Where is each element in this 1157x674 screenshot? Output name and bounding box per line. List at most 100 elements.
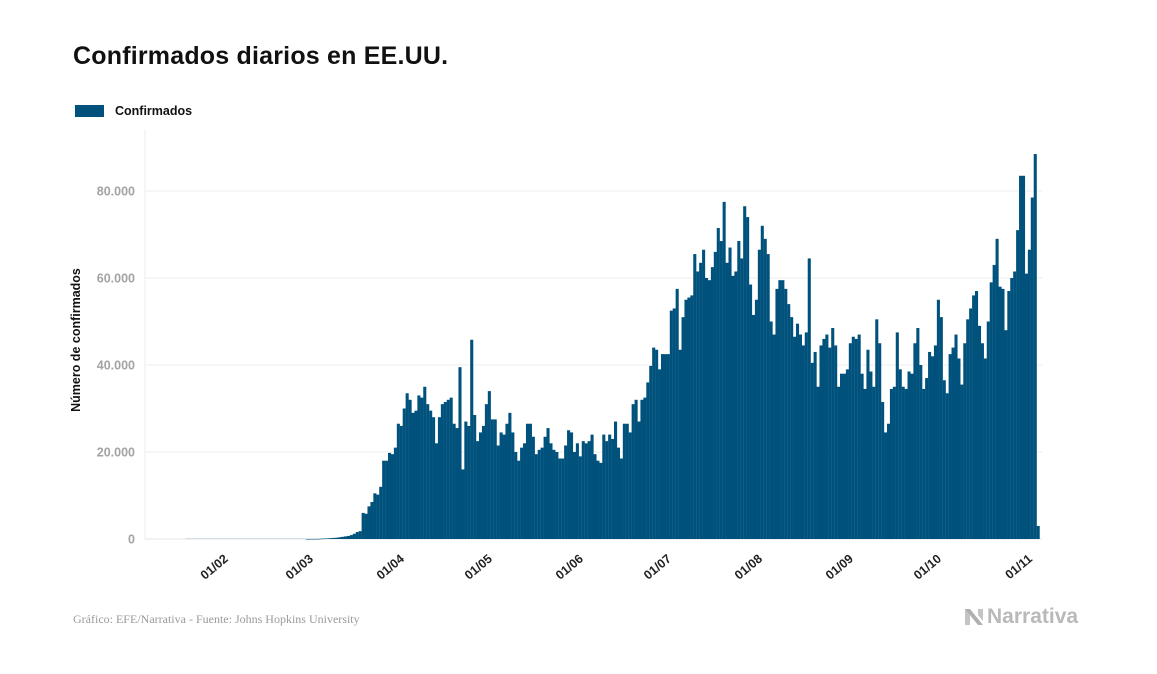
bar: [646, 382, 650, 539]
bar: [297, 538, 300, 539]
bar: [702, 249, 706, 540]
bar: [493, 419, 497, 540]
bar: [872, 386, 876, 539]
bar: [910, 373, 914, 539]
bar: [517, 460, 521, 539]
bar: [966, 319, 970, 539]
bar: [886, 423, 891, 539]
bar: [866, 349, 870, 539]
x-tick-label: 01/03: [283, 552, 316, 583]
bar: [969, 308, 973, 539]
bar: [684, 299, 688, 539]
bar: [320, 538, 324, 540]
bar: [995, 238, 999, 539]
bar: [793, 336, 797, 539]
bar: [546, 428, 550, 539]
bar: [828, 347, 832, 539]
bar: [622, 423, 626, 539]
bar: [282, 538, 286, 539]
bar: [837, 386, 841, 539]
bar: [690, 295, 694, 539]
bar: [229, 538, 233, 539]
bar: [288, 538, 292, 539]
bar: [587, 441, 591, 540]
bar: [757, 249, 761, 540]
bar: [983, 358, 987, 539]
bar: [631, 404, 635, 539]
bar: [710, 267, 714, 540]
bar: [954, 334, 958, 539]
bar: [188, 538, 192, 539]
bar: [250, 538, 254, 539]
bar: [1016, 230, 1020, 539]
bar: [402, 408, 406, 539]
bar: [393, 447, 397, 539]
bar: [784, 288, 788, 540]
bar: [458, 367, 462, 539]
bar: [1013, 271, 1017, 539]
bar: [798, 334, 802, 539]
bar: [693, 254, 697, 539]
bar: [411, 412, 415, 539]
bar: [822, 338, 826, 539]
bar: [584, 443, 588, 539]
bar: [980, 343, 984, 539]
bar: [335, 537, 339, 539]
bar: [616, 447, 621, 539]
bar: [326, 538, 330, 539]
bar: [960, 384, 964, 539]
bar: [217, 538, 221, 539]
bar: [1027, 249, 1031, 540]
bar: [1001, 288, 1005, 540]
bar: [578, 456, 582, 539]
bar: [919, 365, 923, 539]
bar: [951, 347, 955, 539]
bar: [311, 538, 315, 540]
bar: [558, 458, 562, 539]
bar: [901, 386, 905, 539]
bar: [845, 369, 849, 539]
bar: [652, 347, 656, 539]
bar: [948, 354, 952, 540]
bar: [291, 538, 295, 539]
bar: [317, 538, 321, 540]
bar: [484, 404, 488, 539]
bar: [904, 388, 908, 539]
bar: [863, 388, 867, 539]
bar: [772, 334, 776, 539]
bar: [722, 201, 726, 540]
bar: [508, 412, 512, 539]
bar: [388, 452, 392, 539]
bar: [975, 291, 979, 539]
bar: [452, 423, 456, 539]
bar: [737, 241, 741, 539]
bar: [499, 432, 503, 539]
bar: [939, 317, 943, 539]
bar: [567, 430, 571, 539]
bar: [678, 349, 682, 539]
bar: [619, 458, 623, 539]
bar: [531, 436, 535, 539]
bar: [898, 369, 902, 539]
bar: [561, 458, 565, 539]
bar: [520, 447, 524, 539]
bar: [367, 506, 371, 540]
bar: [423, 386, 427, 539]
x-axis-ticks: 01/02 01/03 01/04 01/05 01/06 01/07 01/08 01/09…: [198, 552, 1035, 583]
bar: [599, 462, 603, 540]
bar: [476, 441, 480, 540]
bar: [528, 423, 532, 539]
bar: [352, 533, 356, 539]
y-tick-label: 20.000: [97, 446, 135, 460]
bar: [614, 421, 618, 539]
bar: [743, 206, 747, 540]
bar: [790, 317, 794, 539]
bar: [675, 288, 679, 540]
bar: [247, 538, 251, 539]
bar: [434, 443, 439, 539]
bar: [907, 371, 911, 539]
bar: [643, 397, 647, 540]
bar: [379, 486, 383, 539]
bar: [525, 423, 530, 539]
